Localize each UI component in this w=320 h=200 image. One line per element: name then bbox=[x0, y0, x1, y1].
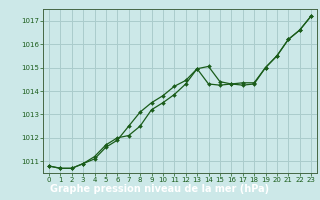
Text: Graphe pression niveau de la mer (hPa): Graphe pression niveau de la mer (hPa) bbox=[51, 184, 269, 194]
